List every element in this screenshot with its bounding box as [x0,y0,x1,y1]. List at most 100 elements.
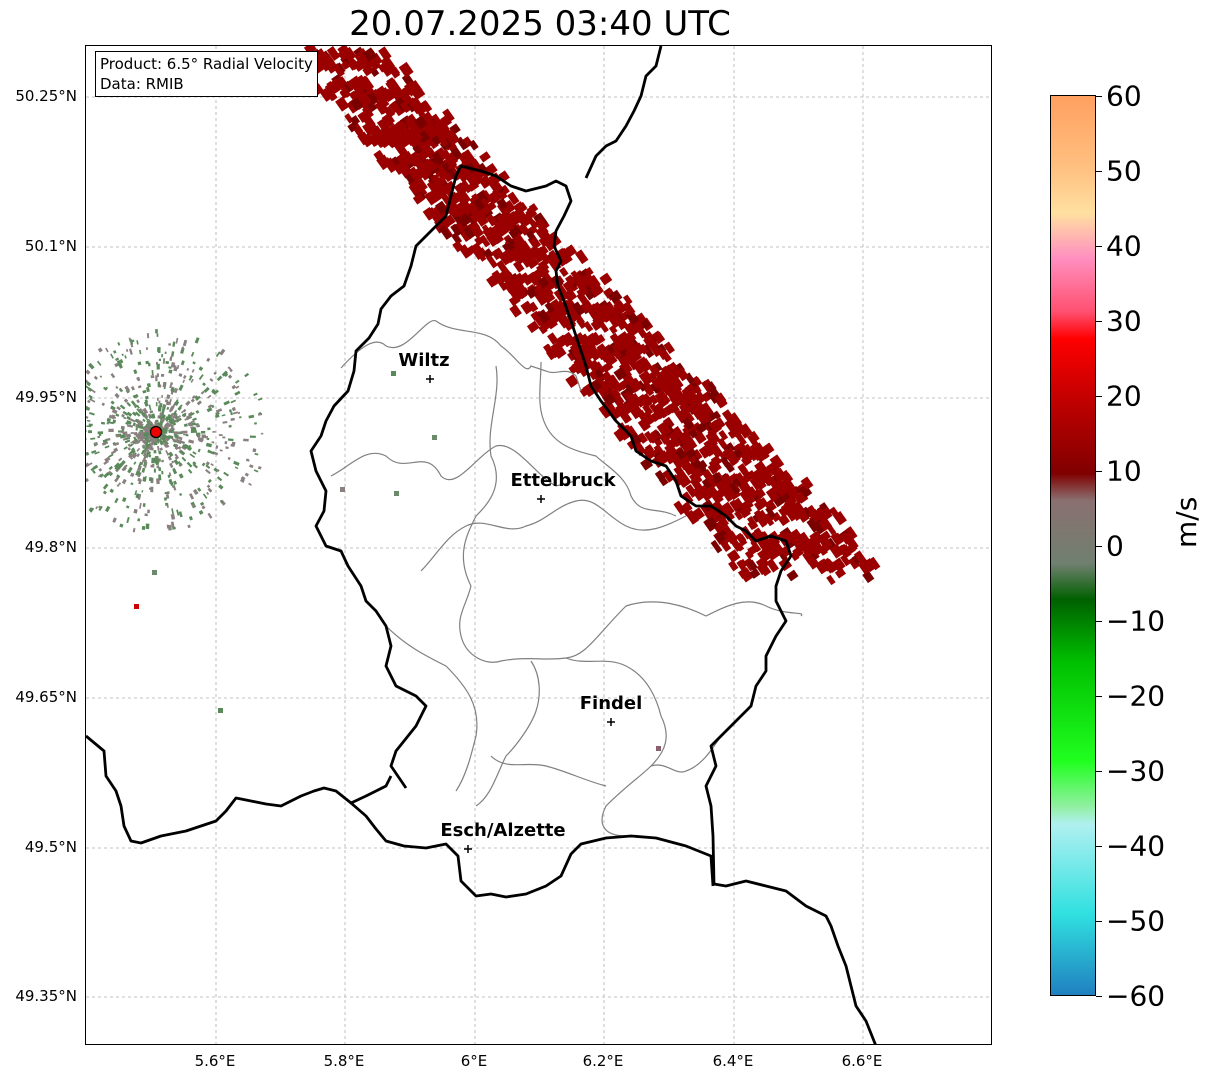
velocity-echo-pixel [341,60,350,70]
velocity-echo-pixel [803,537,819,553]
clutter-pixel [114,466,119,471]
clutter-pixel [208,450,215,455]
clutter-pixel [123,398,129,403]
clutter-pixel [168,452,173,457]
clutter-pixel [86,384,91,390]
velocity-echo-pixel [598,310,611,323]
clutter-pixel [93,375,99,380]
clutter-pixel [144,414,149,419]
clutter-pixel [191,395,196,400]
clutter-pixel [97,347,103,353]
velocity-echo-pixel [451,232,463,245]
clutter-pixel [158,358,162,361]
velocity-echo-pixel [465,172,479,187]
velocity-echo-pixel [581,349,593,362]
clutter-pixel [136,399,140,404]
velocity-echo-pixel [509,278,523,292]
clutter-pixel [221,370,228,377]
velocity-echo-pixel [614,383,624,393]
colorbar-tick-label: −60 [1106,979,1166,1013]
clutter-pixel [179,450,186,456]
clutter-pixel [201,434,206,439]
clutter-pixel [174,445,179,451]
clutter-pixel [165,494,170,499]
clutter-pixel [177,406,182,411]
clutter-pixel [132,422,136,427]
clutter-pixel [254,452,259,456]
velocity-echo-pixel [614,339,626,352]
clutter-pixel [86,378,89,384]
clutter-pixel [192,361,196,365]
velocity-echo-pixel [728,560,739,572]
radar-site-marker [149,425,163,439]
clutter-pixel [121,465,128,472]
clutter-pixel [94,441,99,446]
clutter-pixel [154,420,158,426]
colorbar-tick-label: 60 [1106,79,1142,113]
velocity-echo-pixel [817,545,828,556]
clutter-pixel [115,467,120,473]
clutter-pixel [111,414,116,418]
clutter-pixel [198,374,204,380]
velocity-echo-pixel [538,324,548,335]
clutter-pixel [149,422,153,426]
velocity-echo-pixel [723,530,736,543]
velocity-echo-pixel [821,559,832,571]
colorbar-tick-label: 10 [1106,454,1142,488]
velocity-echo-pixel [764,499,777,513]
velocity-echo-pixel [658,432,671,445]
clutter-pixel [211,441,215,444]
clutter-pixel [224,441,228,445]
clutter-pixel [120,425,125,430]
velocity-echo-pixel [496,260,508,273]
clutter-pixel [119,404,126,410]
clutter-pixel [174,455,180,460]
clutter-pixel [117,342,121,346]
clutter-pixel [97,473,102,478]
velocity-echo-pixel [790,507,802,521]
map-area[interactable] [85,45,992,1045]
velocity-echo-pixel [359,95,372,107]
velocity-echo-pixel [486,255,498,269]
velocity-echo-pixel [405,173,415,185]
velocity-echo-pixel [846,543,856,554]
velocity-echo-pixel [498,170,510,183]
velocity-echo-pixel [772,468,787,483]
velocity-echo-pixel [639,370,654,386]
clutter-pixel [110,400,115,405]
velocity-echo-pixel [594,334,606,345]
clutter-pixel [205,461,210,466]
colorbar-tick [1096,396,1102,397]
clutter-pixel [167,413,172,418]
clutter-pixel [207,427,211,431]
clutter-pixel [211,389,216,394]
velocity-echo-pixel [635,324,648,339]
velocity-echo-pixel [774,479,785,492]
clutter-pixel [86,451,90,456]
velocity-echo-pixel [781,469,791,480]
velocity-echo-pixel [347,59,360,71]
clutter-pixel [172,409,178,415]
clutter-pixel [140,459,145,466]
clutter-pixel [89,412,95,416]
clutter-pixel [160,373,165,377]
clutter-pixel [156,422,159,426]
clutter-pixel [115,357,120,362]
clutter-pixel [182,444,189,449]
velocity-echo-pixel [387,124,399,136]
velocity-echo-pixel [708,506,721,520]
velocity-echo-pixel [737,533,747,544]
velocity-echo-pixel [832,557,846,572]
clutter-pixel [200,430,206,434]
clutter-pixel [139,429,144,432]
clutter-pixel [133,461,137,465]
velocity-echo-pixel [528,203,539,213]
clutter-pixel [108,453,114,458]
clutter-pixel [231,406,236,412]
clutter-pixel [234,390,241,396]
clutter-pixel [141,525,146,530]
clutter-pixel [248,414,255,419]
colorbar-tick-label: 30 [1106,304,1142,338]
velocity-echo-pixel [599,272,613,286]
clutter-pixel [156,459,159,462]
